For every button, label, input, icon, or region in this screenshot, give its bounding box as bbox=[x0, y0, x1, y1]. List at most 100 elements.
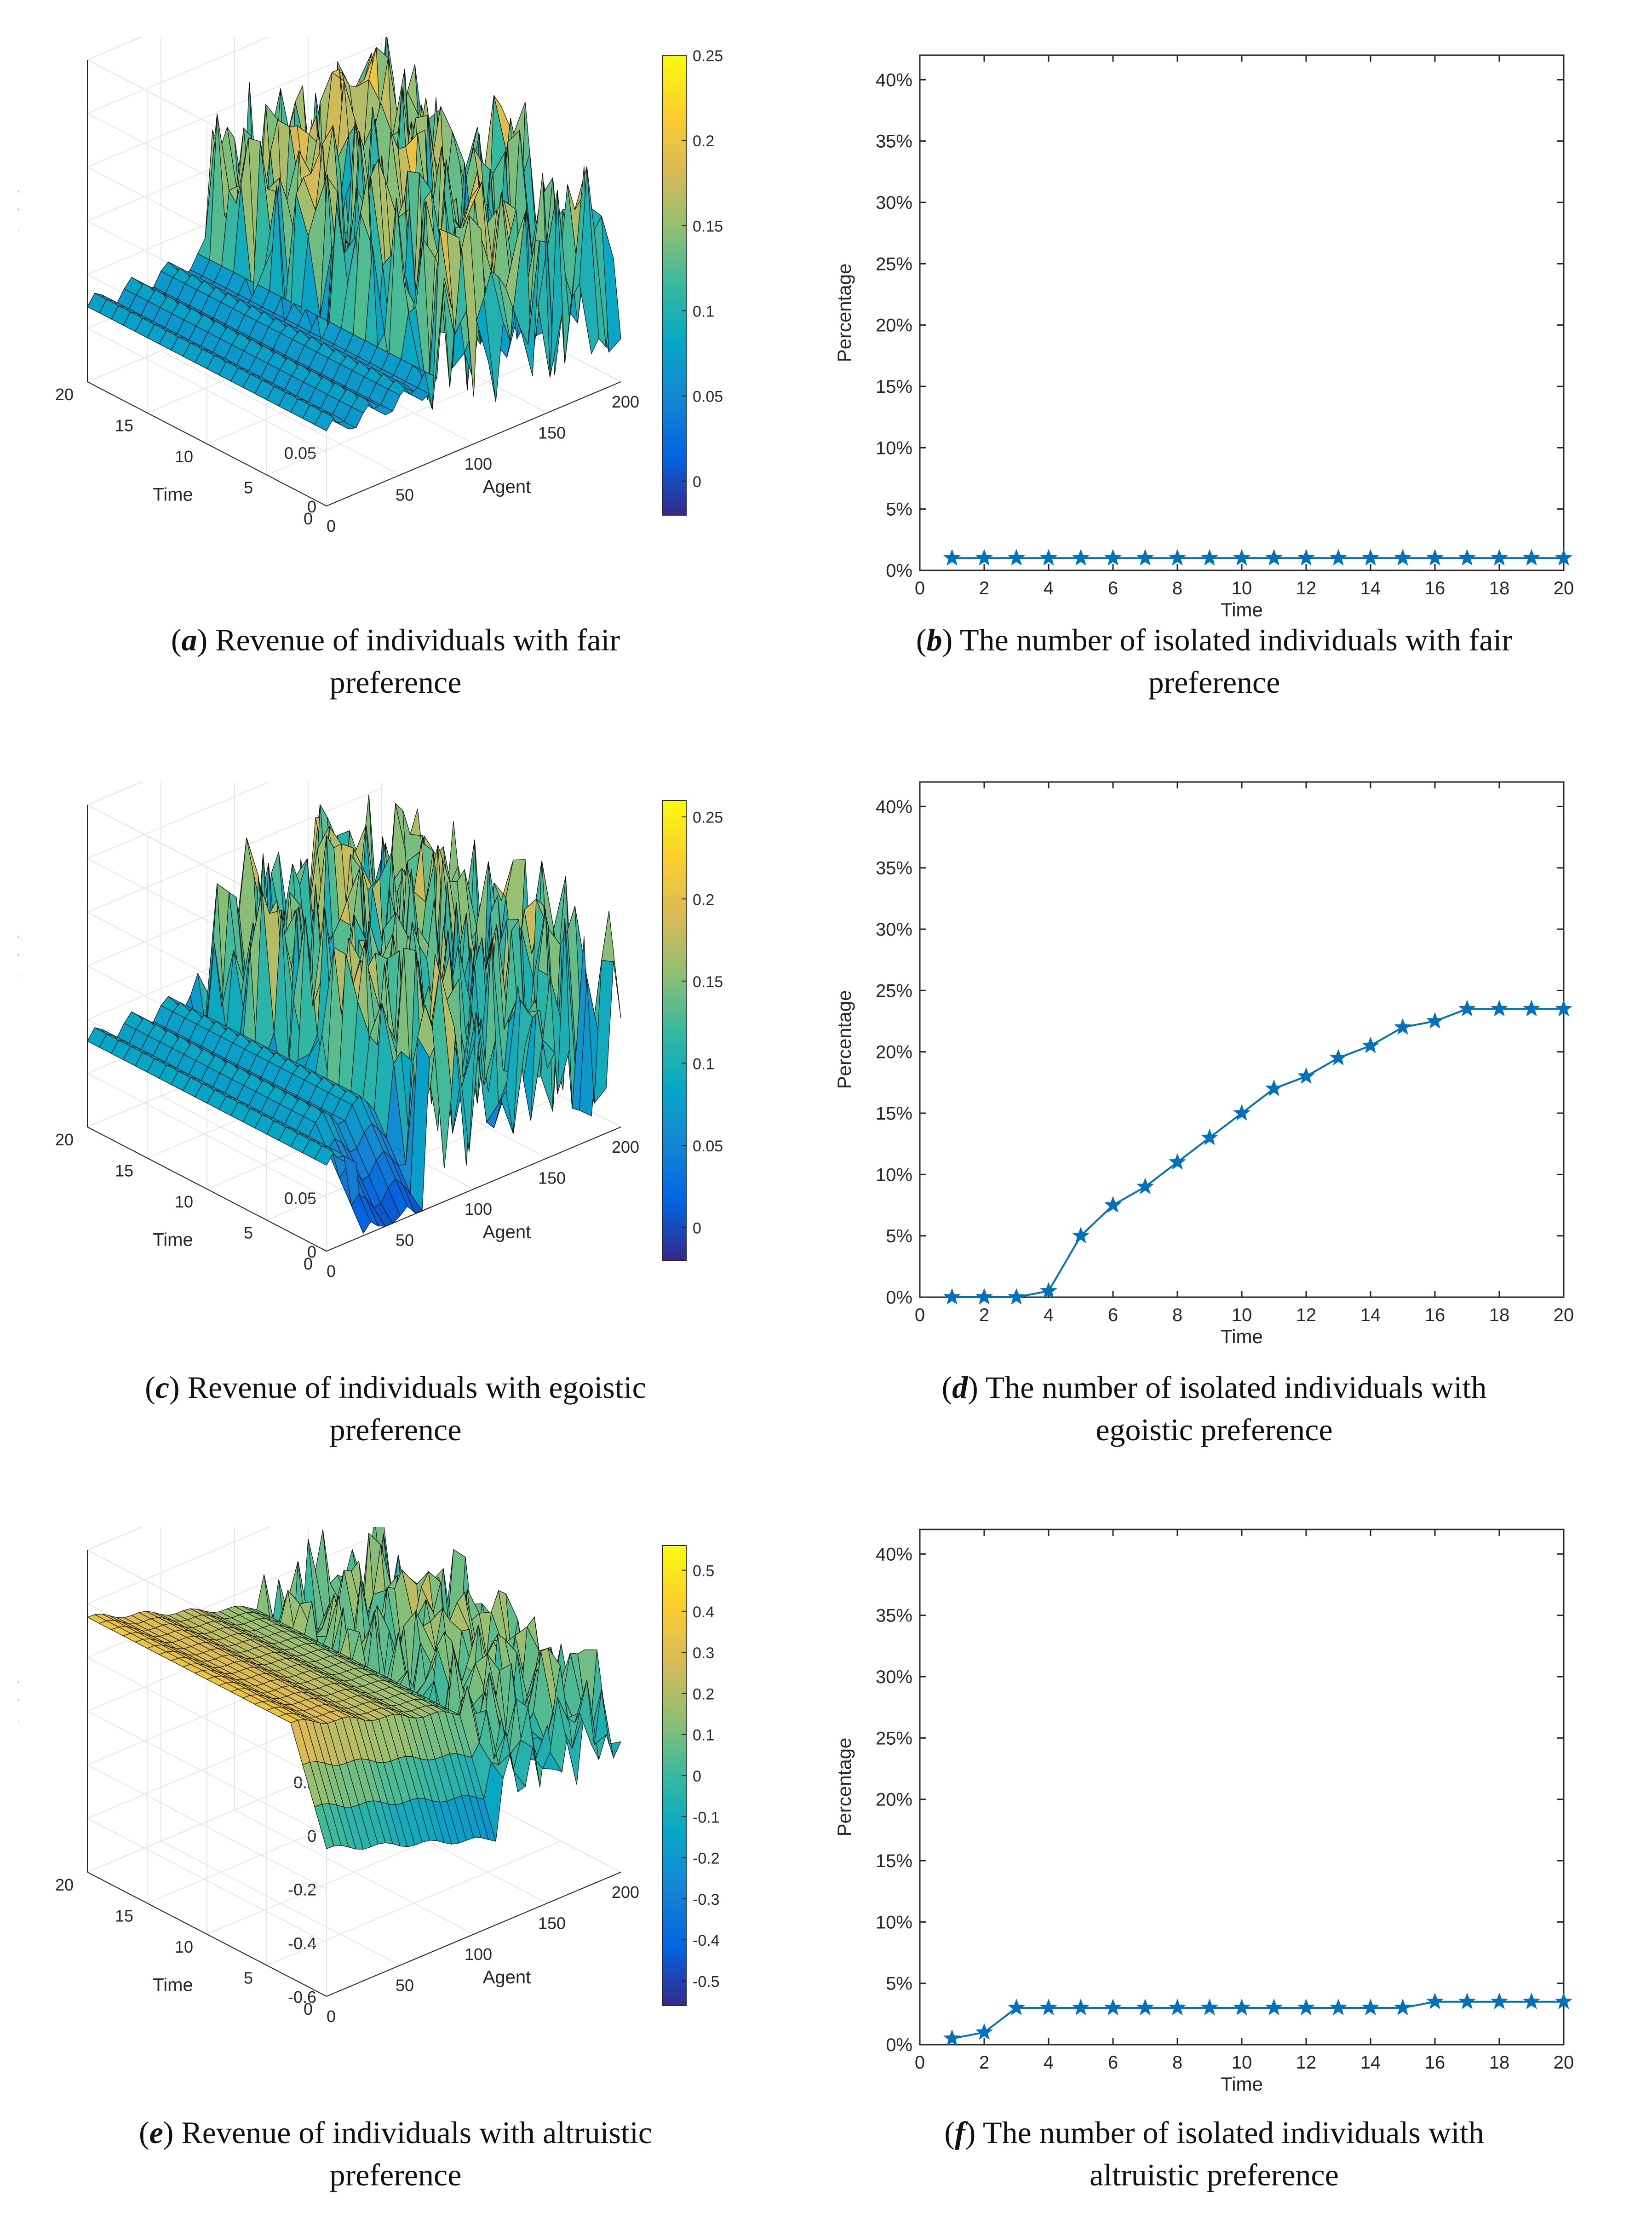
data-point-star bbox=[1491, 1992, 1508, 2009]
x-tick-label: 16 bbox=[1425, 2052, 1446, 2073]
data-point-star bbox=[1458, 1992, 1476, 2009]
data-point-star bbox=[1265, 1079, 1283, 1096]
y-tick-label: 35% bbox=[876, 858, 912, 879]
colorbar bbox=[662, 800, 687, 1261]
caption-d-label: d bbox=[952, 1370, 968, 1405]
data-point-star bbox=[1555, 1000, 1572, 1017]
data-point-star bbox=[1297, 549, 1315, 566]
x-axis-label: Agent bbox=[483, 1967, 531, 1988]
x-tick-label: 10 bbox=[1232, 2052, 1252, 2073]
caption-a-line2: preference bbox=[329, 665, 462, 700]
agent-axis bbox=[326, 381, 621, 506]
x-tick-label: 8 bbox=[1172, 2052, 1182, 2073]
y-tick-label: 10 bbox=[175, 1937, 193, 1956]
colorbar-tick-label: -0.3 bbox=[693, 1891, 720, 1908]
data-point-star bbox=[1008, 1999, 1025, 2016]
x-tick-label: 100 bbox=[465, 1200, 492, 1219]
data-point-star bbox=[1330, 1999, 1347, 2016]
data-point-star bbox=[1330, 1049, 1347, 1066]
colorbar-tick-label: 0 bbox=[693, 1768, 701, 1785]
data-point-star bbox=[1201, 1999, 1218, 2016]
y-tick-label: 20 bbox=[55, 1130, 74, 1149]
surface-chart-a: 00.050.10.150.20.250.3050100150200051015… bbox=[18, 37, 723, 535]
data-point-star bbox=[1265, 1999, 1283, 2016]
data-point-star bbox=[1297, 1999, 1315, 2016]
x-axis-label: Agent bbox=[483, 1222, 531, 1242]
caption-e: (e) Revenue of individuals with altruist… bbox=[138, 2115, 653, 2192]
data-point-star bbox=[1201, 1128, 1218, 1145]
y-tick-label: 25% bbox=[876, 1728, 912, 1748]
plot-area bbox=[919, 54, 1565, 571]
y-tick-label: 0% bbox=[886, 1288, 912, 1308]
caption-a-label: a bbox=[181, 622, 197, 657]
colorbar-tick-label: 0.1 bbox=[693, 1727, 714, 1744]
data-point-star bbox=[943, 2029, 961, 2046]
caption-c-line2: preference bbox=[329, 1412, 462, 1447]
x-tick-label: 100 bbox=[465, 1945, 492, 1964]
y-tick-label: 15 bbox=[115, 1907, 133, 1926]
y-gridline-floor bbox=[266, 1840, 562, 1966]
colorbar-tick-label: 0.15 bbox=[693, 973, 723, 991]
x-tick-label: 12 bbox=[1296, 2052, 1317, 2073]
y-tick-label: 0 bbox=[304, 2000, 313, 2018]
data-point-star bbox=[1233, 1104, 1250, 1121]
caption-d-line1: The number of isolated individuals with bbox=[985, 1370, 1487, 1405]
z-axis-label: Profit bbox=[18, 190, 23, 233]
data-point-star bbox=[1104, 549, 1122, 566]
z-tick-label: 0.05 bbox=[284, 443, 316, 462]
y-tick-label: 25% bbox=[876, 254, 912, 274]
x-tick-label: 14 bbox=[1360, 578, 1381, 598]
data-point-star bbox=[1169, 549, 1186, 566]
x-tick-label: 50 bbox=[396, 1976, 414, 1995]
surface-patch bbox=[601, 216, 621, 353]
line-chart-d: 0 2 4 6 8 10 12 14 16 18 20 0% 5% 10% 15% 20% 25% 30% 35% 4… bbox=[833, 781, 1574, 1347]
time-axis bbox=[87, 381, 327, 506]
x-tick-label: 20 bbox=[1554, 2052, 1574, 2073]
agent-axis bbox=[326, 1127, 621, 1252]
data-point-star bbox=[1169, 1153, 1186, 1170]
x-tick-label: 20 bbox=[1554, 578, 1574, 598]
x-tick-label: 50 bbox=[396, 1231, 414, 1250]
y-tick-label: 5% bbox=[886, 1974, 912, 1994]
x-tick-label: 6 bbox=[1108, 2052, 1118, 2073]
data-point-star bbox=[1008, 549, 1025, 566]
data-point-star bbox=[943, 1288, 961, 1305]
colorbar-tick-label: 0.3 bbox=[693, 1644, 714, 1662]
data-point-star bbox=[1072, 1226, 1090, 1243]
y-tick-label: 15% bbox=[876, 1851, 912, 1871]
data-point-star bbox=[1040, 549, 1057, 566]
y-tick-label: 0 bbox=[304, 509, 313, 528]
x-tick-label: 0 bbox=[915, 578, 925, 598]
z-tick-label: 0.05 bbox=[284, 1189, 316, 1207]
y-tick-label: 40% bbox=[876, 1544, 912, 1564]
y-tick-label: 20% bbox=[876, 1042, 912, 1063]
data-point-star bbox=[1362, 1036, 1379, 1053]
x-tick-label: 2 bbox=[979, 578, 989, 598]
colorbar-tick-label: 0.15 bbox=[693, 218, 723, 235]
x-tick-label: 0 bbox=[327, 1262, 336, 1281]
y-axis-label: Percentage bbox=[833, 264, 855, 362]
x-tick-label: 2 bbox=[979, 2052, 989, 2073]
x-tick-label: 18 bbox=[1489, 2052, 1510, 2073]
series-line bbox=[952, 1008, 1564, 1298]
x-tick-label: 2 bbox=[979, 1305, 989, 1325]
y-tick-label: 10% bbox=[876, 1165, 912, 1185]
surface-chart-e: -0.6-0.4-0.200.20.40.6050100150200051015… bbox=[18, 1527, 720, 2026]
data-point-star bbox=[1555, 549, 1572, 566]
data-point-star bbox=[1491, 549, 1508, 566]
data-point-star bbox=[1523, 549, 1540, 566]
y-tick-label: 10 bbox=[175, 447, 193, 466]
colorbar-tick-label: 0.5 bbox=[693, 1563, 714, 1580]
caption-f-line1: The number of isolated individuals with bbox=[983, 2115, 1484, 2150]
colorbar-tick-label: 0.2 bbox=[693, 891, 714, 908]
caption-e-line1: Revenue of individuals with altruistic bbox=[181, 2115, 653, 2150]
y-tick-label: 15 bbox=[115, 416, 133, 435]
data-point-star bbox=[1394, 549, 1411, 566]
colorbar-tick-label: -0.2 bbox=[693, 1850, 720, 1868]
y-tick-label: 0% bbox=[886, 561, 912, 581]
y-tick-label: 40% bbox=[876, 797, 912, 817]
colorbar-tick-label: 0.1 bbox=[693, 1055, 714, 1073]
x-tick-label: 18 bbox=[1489, 1305, 1510, 1325]
x-tick-label: 8 bbox=[1172, 1305, 1182, 1325]
x-axis-label: Time bbox=[1221, 2073, 1263, 2095]
